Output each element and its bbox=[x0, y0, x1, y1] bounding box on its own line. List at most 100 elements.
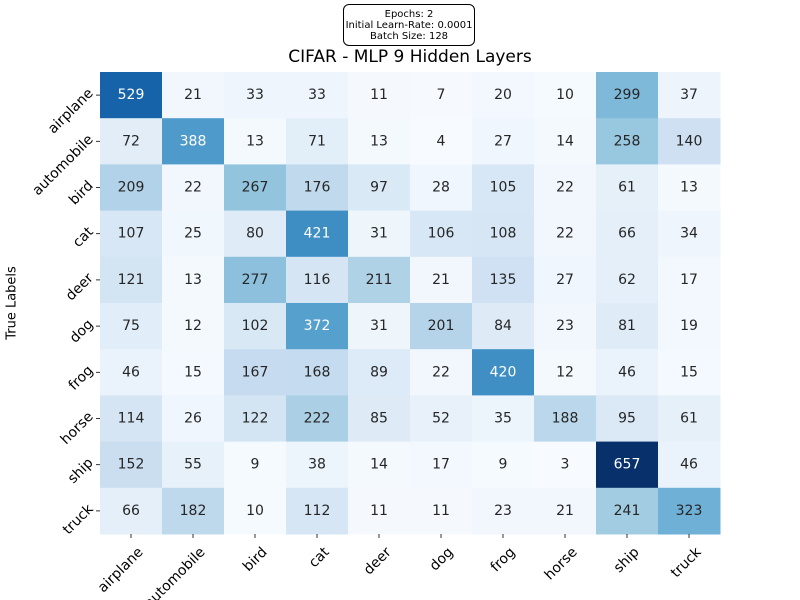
heatmap-cell bbox=[410, 487, 473, 535]
cell-value-label: 62 bbox=[618, 272, 636, 288]
y-tick-label: horse bbox=[58, 409, 97, 448]
heatmap-cell bbox=[658, 349, 721, 396]
heatmap-cell bbox=[348, 118, 411, 165]
epochs-text: Epochs: 2 bbox=[384, 9, 434, 20]
cell-value-label: 201 bbox=[428, 318, 455, 334]
heatmap-cell bbox=[162, 118, 225, 165]
cell-value-label: 168 bbox=[304, 364, 331, 380]
heatmap-cell bbox=[286, 118, 349, 165]
cell-value-label: 13 bbox=[184, 272, 202, 288]
y-tick-label: ship bbox=[65, 455, 97, 487]
heatmap-cell bbox=[658, 118, 721, 165]
cell-value-label: 102 bbox=[242, 318, 269, 334]
heatmap-cell bbox=[472, 487, 535, 535]
heatmap-cell bbox=[410, 349, 473, 396]
cell-value-label: 31 bbox=[370, 318, 388, 334]
cell-value-label: 31 bbox=[370, 226, 388, 242]
cell-value-label: 19 bbox=[680, 318, 698, 334]
cell-value-label: 38 bbox=[308, 457, 326, 473]
heatmap-cell bbox=[162, 395, 225, 443]
heatmap-cell bbox=[348, 210, 411, 258]
heatmap-cell bbox=[100, 395, 163, 443]
y-tick-label: dog bbox=[67, 316, 97, 346]
cell-value-label: 10 bbox=[556, 87, 574, 103]
heatmap-cell bbox=[534, 441, 597, 489]
heatmap-cell bbox=[100, 441, 163, 489]
cell-value-label: 15 bbox=[680, 364, 698, 380]
heatmap-cell bbox=[286, 303, 349, 350]
heatmap-cell bbox=[596, 118, 659, 165]
cell-value-label: 97 bbox=[370, 180, 388, 196]
cell-value-label: 66 bbox=[618, 226, 636, 242]
heatmap-cell bbox=[410, 164, 473, 212]
heatmap-cell bbox=[224, 349, 287, 396]
cell-value-label: 108 bbox=[490, 226, 517, 242]
cell-value-label: 176 bbox=[304, 180, 331, 196]
heatmap-cell bbox=[596, 349, 659, 396]
heatmap-cell bbox=[348, 164, 411, 212]
heatmap-cell bbox=[286, 395, 349, 443]
chart-title: CIFAR - MLP 9 Hidden Layers bbox=[288, 47, 532, 67]
heatmap-cell bbox=[658, 395, 721, 443]
cell-value-label: 34 bbox=[680, 226, 698, 242]
heatmap-cell bbox=[348, 303, 411, 350]
heatmap-cell bbox=[596, 164, 659, 212]
cell-value-label: 46 bbox=[618, 364, 636, 380]
cell-value-label: 46 bbox=[122, 364, 140, 380]
heatmap-cell bbox=[162, 256, 225, 304]
heatmap-cell bbox=[100, 210, 163, 258]
cell-value-label: 657 bbox=[614, 457, 641, 473]
heatmap-cell bbox=[658, 210, 721, 258]
cell-value-label: 81 bbox=[618, 318, 636, 334]
heatmap-cell bbox=[596, 487, 659, 535]
heatmap-cell bbox=[162, 441, 225, 489]
heatmap-cell bbox=[410, 72, 473, 119]
cell-value-label: 23 bbox=[556, 318, 574, 334]
heatmap-cell bbox=[162, 210, 225, 258]
cell-value-label: 222 bbox=[304, 411, 331, 427]
training-info-box: Epochs: 2 Initial Learn-Rate: 0.0001 Bat… bbox=[343, 4, 475, 46]
heatmap-cell bbox=[286, 487, 349, 535]
heatmap-cell bbox=[348, 349, 411, 396]
cell-value-label: 116 bbox=[304, 272, 331, 288]
heatmap-cell bbox=[596, 72, 659, 119]
heatmap-cell bbox=[472, 303, 535, 350]
cell-value-label: 209 bbox=[118, 180, 145, 196]
heatmap-cell bbox=[410, 256, 473, 304]
heatmap-cell bbox=[224, 164, 287, 212]
cell-value-label: 26 bbox=[184, 411, 202, 427]
heatmap-cell bbox=[286, 256, 349, 304]
cell-value-label: 421 bbox=[304, 226, 331, 242]
heatmap-cell bbox=[472, 118, 535, 165]
heatmap-cell bbox=[472, 349, 535, 396]
cell-value-label: 112 bbox=[304, 503, 331, 519]
heatmap-cell bbox=[472, 72, 535, 119]
cell-value-label: 84 bbox=[494, 318, 512, 334]
heatmap-cell bbox=[472, 164, 535, 212]
heatmap-cell bbox=[596, 210, 659, 258]
cell-value-label: 11 bbox=[370, 503, 388, 519]
heatmap-cell bbox=[162, 303, 225, 350]
cell-value-label: 9 bbox=[499, 457, 508, 473]
heatmap-cell bbox=[100, 256, 163, 304]
heatmap-cell bbox=[224, 441, 287, 489]
heatmap-cell bbox=[534, 118, 597, 165]
cell-value-label: 140 bbox=[676, 133, 703, 149]
cell-value-label: 21 bbox=[184, 87, 202, 103]
cell-value-label: 33 bbox=[308, 87, 326, 103]
heatmap-cell bbox=[286, 210, 349, 258]
cell-value-label: 61 bbox=[680, 411, 698, 427]
cell-value-label: 267 bbox=[242, 180, 269, 196]
cell-value-label: 15 bbox=[184, 364, 202, 380]
heatmap-cell bbox=[100, 487, 163, 535]
cell-value-label: 13 bbox=[370, 133, 388, 149]
cell-value-label: 121 bbox=[118, 272, 145, 288]
heatmap-cell bbox=[100, 303, 163, 350]
cell-value-label: 182 bbox=[180, 503, 207, 519]
cell-value-label: 20 bbox=[494, 87, 512, 103]
heatmap-cell bbox=[224, 72, 287, 119]
heatmap-cell bbox=[472, 395, 535, 443]
cell-value-label: 105 bbox=[490, 180, 517, 196]
cell-value-label: 17 bbox=[432, 457, 450, 473]
heatmap-cell bbox=[286, 441, 349, 489]
